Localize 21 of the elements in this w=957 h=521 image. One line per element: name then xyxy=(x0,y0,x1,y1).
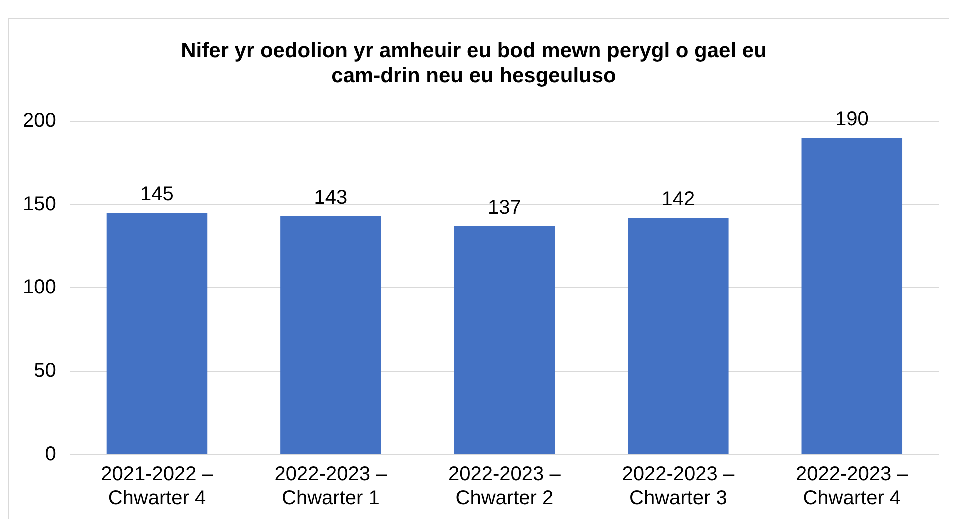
bar xyxy=(454,226,556,454)
bar xyxy=(802,138,903,454)
chart-title: Nifer yr oedolion yr amheuir eu bod mewn perygl o gael eu cam-drin neu eu hesgeuluso xyxy=(181,39,767,88)
x-tick-label: 2022-2023 – Chwarter 1 xyxy=(274,464,388,510)
x-tick-label: 2021-2022 – Chwarter 4 xyxy=(101,464,214,510)
y-tick-label: 150 xyxy=(22,193,56,216)
x-tick-label: 2022-2023 – Chwarter 4 xyxy=(796,464,910,510)
x-tick-label: 2022-2023 – Chwarter 3 xyxy=(622,464,736,510)
data-label: 190 xyxy=(835,108,869,131)
bar xyxy=(628,218,729,454)
data-label: 142 xyxy=(662,188,696,211)
bar xyxy=(106,213,208,454)
x-tick-label: 2022-2023 – Chwarter 2 xyxy=(448,464,562,510)
y-tick-label: 200 xyxy=(22,110,56,132)
y-tick-label: 50 xyxy=(34,360,56,382)
data-label: 137 xyxy=(488,197,522,219)
bar xyxy=(280,216,382,454)
y-tick-label: 100 xyxy=(22,276,56,299)
data-label: 145 xyxy=(140,184,174,206)
data-label: 143 xyxy=(314,186,348,209)
y-tick-label: 0 xyxy=(45,444,56,466)
